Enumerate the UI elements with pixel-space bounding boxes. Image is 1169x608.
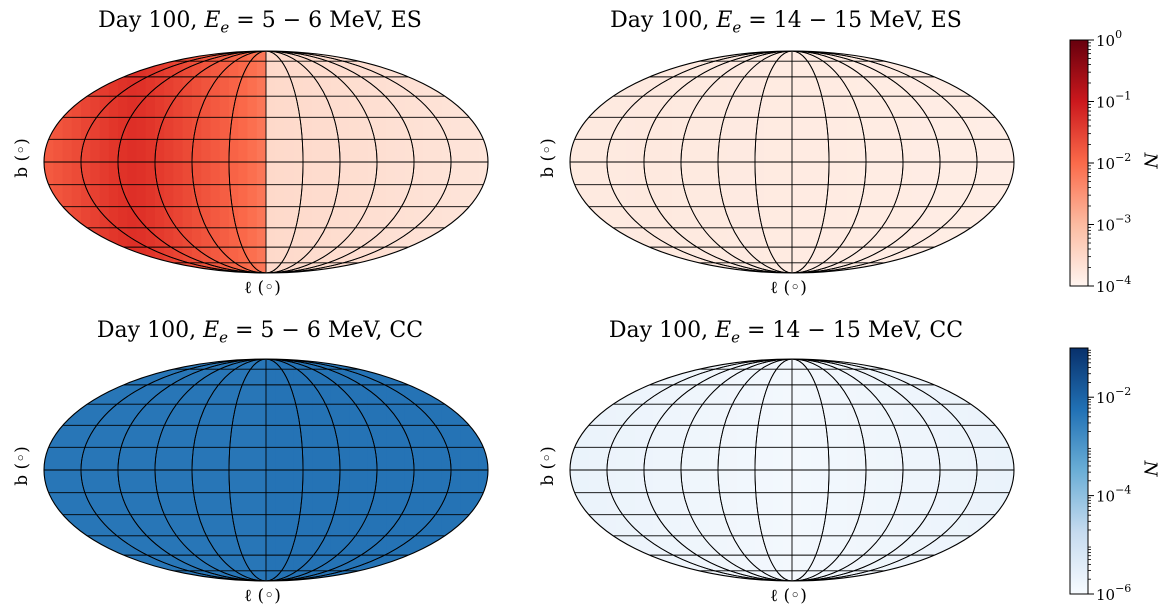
xlabel-cc-low: ℓ (◦)	[244, 586, 281, 606]
colorbar-tick-label: 10−6	[1096, 582, 1131, 604]
colorbar-tick-label: 10−4	[1096, 274, 1131, 296]
panel-title-cc-high: Day 100, Ee = 14 − 15 MeV, CC	[576, 318, 996, 346]
ylabel-es-low: b (◦)	[11, 138, 32, 178]
title-math: E	[203, 318, 220, 343]
map-outline	[569, 358, 1015, 582]
title-prefix: Day 100,	[98, 8, 205, 33]
colorbar-gradient	[1069, 347, 1089, 595]
xlabel-cc-high: ℓ (◦)	[770, 586, 807, 606]
title-sub: e	[219, 328, 229, 347]
colorbar-tick-label: 10−1	[1096, 90, 1131, 112]
title-sub: e	[732, 18, 742, 37]
sky-map-cc-low	[43, 358, 489, 582]
map-grid	[44, 51, 488, 273]
colorbar-tick-label: 10−4	[1096, 484, 1131, 506]
map-outline	[43, 50, 489, 274]
colorbar-label-reds: N	[1139, 152, 1161, 169]
title-math: E	[716, 8, 733, 33]
title-range: = 14 − 15 MeV, ES	[741, 8, 962, 33]
colorbar-tick-label: 100	[1096, 28, 1122, 50]
title-range: = 5 − 6 MeV, CC	[228, 318, 424, 343]
ylabel-es-high: b (◦)	[537, 138, 558, 178]
title-range: = 5 − 6 MeV, ES	[229, 8, 422, 33]
title-prefix: Day 100,	[96, 318, 204, 343]
xlabel-es-low: ℓ (◦)	[244, 278, 281, 298]
title-prefix: Day 100,	[608, 318, 716, 343]
colorbar-reds: 100 10−1 10−2 10−3 10−4	[1069, 28, 1131, 296]
colorbar-gradient	[1069, 39, 1089, 287]
map-outline	[569, 50, 1015, 274]
title-prefix: Day 100,	[610, 8, 717, 33]
colorbar-tick-label: 10−3	[1096, 213, 1131, 235]
panel-title-cc-low: Day 100, Ee = 5 − 6 MeV, CC	[50, 318, 470, 346]
title-math: E	[715, 318, 732, 343]
colorbar-blues: 10−2 10−4 10−6	[1069, 347, 1131, 604]
sky-map-es-low	[43, 50, 489, 274]
title-sub: e	[731, 328, 741, 347]
colorbar-label-blues: N	[1139, 460, 1161, 477]
ylabel-cc-high: b (◦)	[537, 446, 558, 486]
title-sub: e	[220, 18, 230, 37]
title-math: E	[204, 8, 221, 33]
sky-map-es-high	[569, 50, 1015, 274]
map-grid	[570, 51, 1014, 273]
panel-title-es-low: Day 100, Ee = 5 − 6 MeV, ES	[50, 8, 470, 36]
title-range: = 14 − 15 MeV, CC	[740, 318, 964, 343]
colorbar-tick-label: 10−2	[1096, 385, 1131, 407]
map-outline	[43, 358, 489, 582]
colorbar-tick-label: 10−2	[1096, 151, 1131, 173]
ylabel-cc-low: b (◦)	[11, 446, 32, 486]
xlabel-es-high: ℓ (◦)	[770, 278, 807, 298]
panel-title-es-high: Day 100, Ee = 14 − 15 MeV, ES	[576, 8, 996, 36]
sky-map-cc-high	[569, 358, 1015, 582]
